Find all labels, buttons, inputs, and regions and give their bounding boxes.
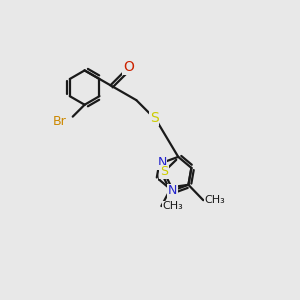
Text: S: S [160, 165, 168, 178]
Text: O: O [123, 61, 134, 74]
Text: N: N [158, 156, 167, 169]
Text: N: N [168, 184, 177, 197]
Text: Br: Br [53, 115, 67, 128]
Text: S: S [150, 111, 158, 125]
Text: CH₃: CH₃ [205, 195, 226, 205]
Text: CH₃: CH₃ [163, 201, 184, 211]
